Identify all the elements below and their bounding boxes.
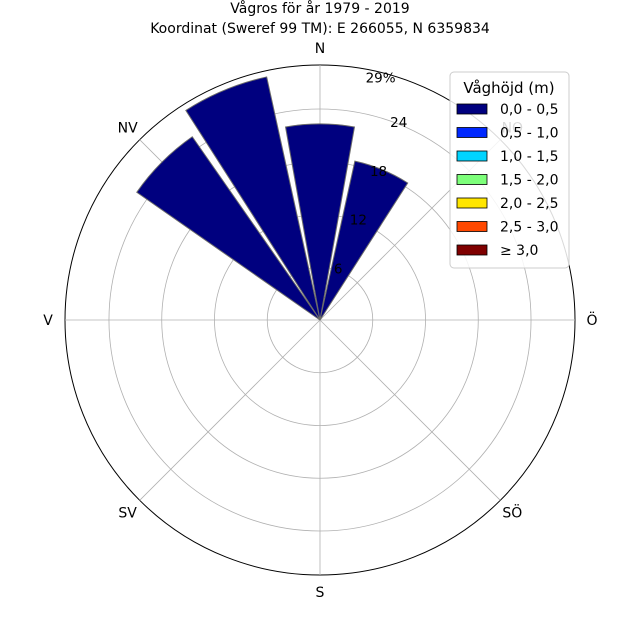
legend-frame bbox=[449, 71, 570, 269]
radial-tick-label: 18 bbox=[370, 164, 387, 180]
chart-title: Vågros för år 1979 - 2019 bbox=[230, 0, 409, 17]
rose-bar-3 bbox=[136, 136, 321, 321]
legend-swatch bbox=[456, 127, 488, 138]
legend-swatch bbox=[456, 221, 488, 232]
radial-max-label: 29% bbox=[366, 70, 396, 86]
direction-label-NV: NV bbox=[118, 121, 138, 137]
legend-label: 0,5 - 1,0 bbox=[500, 126, 558, 142]
legend-swatch bbox=[456, 150, 488, 162]
radial-tick-labels: 6 12 18 24 29% bbox=[334, 70, 407, 277]
legend-label: 2,5 - 3,0 bbox=[500, 220, 558, 236]
legend-label: ≥ 3,0 bbox=[500, 243, 538, 259]
legend-label: 1,0 - 1,5 bbox=[500, 149, 558, 165]
legend-entries: 0,0 - 0,5 0,5 - 1,0 1,0 - 1,5 1,5 - 2,0 2,0 … bbox=[456, 102, 558, 259]
legend-label: 1,5 - 2,0 bbox=[500, 173, 558, 189]
direction-label-V: V bbox=[43, 313, 53, 329]
grid-spoke-SÖ bbox=[319, 319, 501, 501]
direction-label-Ö: Ö bbox=[586, 311, 597, 329]
legend-swatch bbox=[456, 197, 488, 209]
direction-label-S: S bbox=[316, 585, 325, 601]
legend-swatch bbox=[456, 244, 488, 256]
direction-label-SV: SV bbox=[118, 505, 137, 521]
chart-subtitle: Koordinat (Sweref 99 TM): E 266055, N 63… bbox=[150, 21, 490, 37]
legend-label: 0,0 - 0,5 bbox=[500, 102, 558, 118]
legend-title: Våghöjd (m) bbox=[463, 79, 554, 97]
grid-spoke-SV bbox=[139, 319, 321, 501]
direction-label-SÖ: SÖ bbox=[502, 503, 522, 521]
legend-label: 2,0 - 2,5 bbox=[500, 196, 558, 212]
rose-bar-1 bbox=[319, 160, 409, 321]
legend-swatch bbox=[456, 174, 488, 185]
legend-swatch bbox=[456, 103, 488, 115]
legend: Våghöjd (m) 0,0 - 0,5 0,5 - 1,0 1,0 - 1,5 1… bbox=[449, 71, 570, 269]
rose-bar-0 bbox=[284, 123, 356, 321]
direction-label-N: N bbox=[315, 41, 325, 57]
radial-tick-label: 6 bbox=[334, 261, 343, 277]
rose-bar-2 bbox=[185, 76, 321, 321]
rose-bars bbox=[136, 76, 409, 321]
radial-tick-label: 12 bbox=[350, 213, 367, 229]
radial-tick-label: 24 bbox=[390, 115, 407, 131]
